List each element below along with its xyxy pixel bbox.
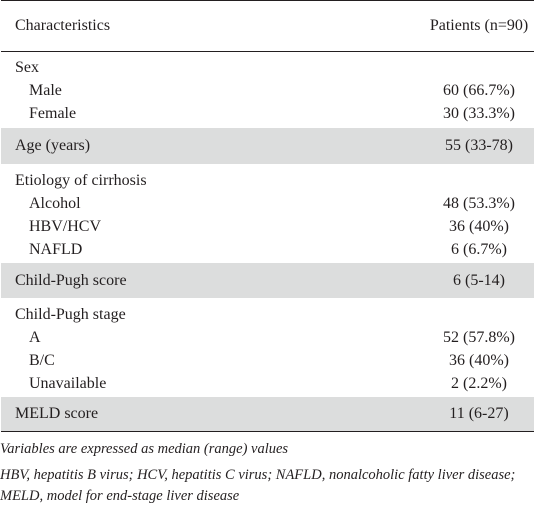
age-group: Age (years) 55 (33-78) (1, 128, 534, 164)
table-row: Male 60 (66.7%) (1, 79, 534, 102)
characteristics-table: Characteristics Patients (n=90) Sex Male… (1, 0, 534, 432)
meld-label: MELD score (15, 405, 99, 422)
stage-unavailable-value: 2 (2.2%) (451, 375, 507, 392)
child-pugh-stage-group: Child-Pugh stage A 52 (57.8%) B/C 36 (40… (1, 298, 534, 397)
stage-bc-value: 36 (40%) (449, 352, 509, 369)
table-row: Age (years) 55 (33-78) (1, 134, 534, 157)
table-row: Alcohol 48 (53.3%) (1, 192, 534, 215)
hbv-hcv-value: 36 (40%) (449, 218, 509, 235)
table-row: NAFLD 6 (6.7%) (1, 238, 534, 261)
footnote-abbreviations: HBV, hepatitis B virus; HCV, hepatitis C… (0, 467, 516, 504)
table-row: Unavailable 2 (2.2%) (1, 372, 534, 395)
table-row: Child-Pugh stage (1, 303, 534, 326)
table-row: Child-Pugh score 6 (5-14) (1, 269, 534, 292)
child-pugh-stage-label: Child-Pugh stage (15, 306, 126, 323)
child-pugh-score-group: Child-Pugh score 6 (5-14) (1, 263, 534, 298)
header-characteristics: Characteristics (15, 17, 111, 34)
child-pugh-score-label: Child-Pugh score (15, 272, 127, 289)
table-row: Female 30 (33.3%) (1, 102, 534, 125)
table-header-row: Characteristics Patients (n=90) (1, 0, 534, 52)
etiology-label: Etiology of cirrhosis (15, 172, 147, 189)
age-value: 55 (33-78) (445, 137, 513, 154)
sex-label: Sex (15, 59, 39, 76)
stage-a-label: A (29, 329, 41, 346)
table-row: MELD score 11 (6-27) (1, 402, 534, 425)
nafld-label: NAFLD (29, 241, 83, 258)
hbv-hcv-label: HBV/HCV (29, 218, 102, 235)
table-row: Etiology of cirrhosis (1, 169, 534, 192)
age-label: Age (years) (15, 137, 91, 154)
child-pugh-score-value: 6 (5-14) (453, 272, 505, 289)
alcohol-value: 48 (53.3%) (443, 195, 515, 212)
table-footnotes: Variables are expressed as median (range… (0, 439, 535, 507)
male-value: 60 (66.7%) (443, 82, 515, 99)
alcohol-label: Alcohol (29, 195, 81, 212)
stage-unavailable-label: Unavailable (29, 375, 107, 392)
table-row: HBV/HCV 36 (40%) (1, 215, 534, 238)
male-label: Male (29, 82, 62, 99)
footnote-median: Variables are expressed as median (range… (0, 441, 289, 457)
meld-group: MELD score 11 (6-27) (1, 397, 534, 432)
nafld-value: 6 (6.7%) (451, 241, 507, 258)
table-row: A 52 (57.8%) (1, 326, 534, 349)
female-label: Female (29, 105, 77, 122)
header-patients: Patients (n=90) (429, 17, 529, 34)
meld-value: 11 (6-27) (449, 405, 509, 422)
stage-bc-label: B/C (29, 352, 55, 369)
female-value: 30 (33.3%) (443, 105, 515, 122)
sex-group: Sex Male 60 (66.7%) Female 30 (33.3%) (1, 52, 534, 128)
etiology-group: Etiology of cirrhosis Alcohol 48 (53.3%)… (1, 164, 534, 263)
table-row: Sex (1, 56, 534, 79)
stage-a-value: 52 (57.8%) (443, 329, 515, 346)
table-row: B/C 36 (40%) (1, 349, 534, 372)
